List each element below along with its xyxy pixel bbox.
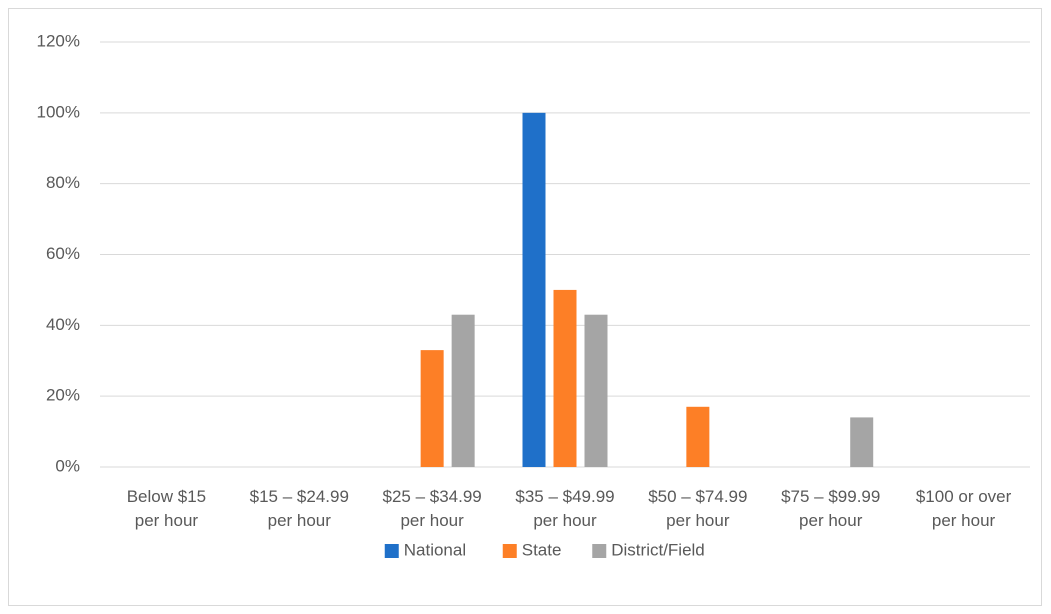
x-tick-label: $100 or over per hour	[915, 487, 1012, 530]
x-tick-label: Below $15 per hour	[126, 487, 207, 530]
y-tick-label: 120%	[37, 31, 80, 50]
bar	[451, 314, 475, 467]
legend-swatch	[502, 544, 517, 558]
legend-label: State	[522, 540, 562, 559]
legend-swatch	[592, 544, 607, 558]
x-tick-label: $35 – $49.99 per hour	[515, 487, 615, 530]
x-tick-label: $15 – $24.99 per hour	[249, 487, 349, 530]
bar	[686, 406, 710, 467]
y-tick-label: 100%	[37, 102, 80, 121]
y-tick-label: 0%	[55, 456, 80, 475]
legend-label: District/Field	[611, 540, 705, 559]
bar	[420, 350, 444, 467]
y-tick-label: 80%	[46, 173, 80, 192]
bar	[522, 112, 546, 467]
x-tick-label: $50 – $74.99 per hour	[648, 487, 748, 530]
y-tick-label: 40%	[46, 315, 80, 334]
legend-label: National	[404, 540, 466, 559]
x-tick-label: $25 – $34.99 per hour	[382, 487, 482, 530]
legend-swatch	[384, 544, 399, 558]
y-tick-label: 20%	[46, 386, 80, 405]
y-tick-label: 60%	[46, 244, 80, 263]
bar	[850, 417, 874, 467]
x-tick-label: $75 – $99.99 per hour	[781, 487, 881, 530]
bar	[584, 314, 608, 467]
bar	[553, 289, 577, 467]
